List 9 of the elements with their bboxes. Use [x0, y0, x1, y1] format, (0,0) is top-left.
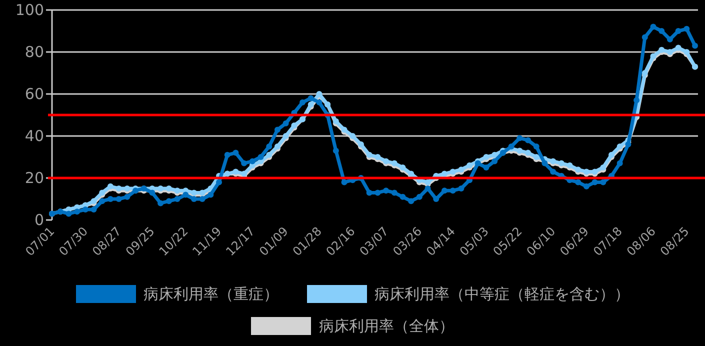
y-tick-label: 60: [24, 85, 44, 103]
legend-label: 病床利用率（全体）: [319, 316, 454, 336]
legend-label: 病床利用率（重症）: [144, 284, 278, 304]
legend-label: 病床利用率（中等症（軽症を含む））: [374, 284, 630, 304]
y-tick-label: 20: [24, 169, 44, 187]
y-tick-label: 100: [15, 1, 44, 19]
y-tick-label: 0: [34, 211, 44, 229]
y-tick-label: 80: [24, 43, 44, 61]
y-tick-label: 40: [24, 127, 44, 145]
